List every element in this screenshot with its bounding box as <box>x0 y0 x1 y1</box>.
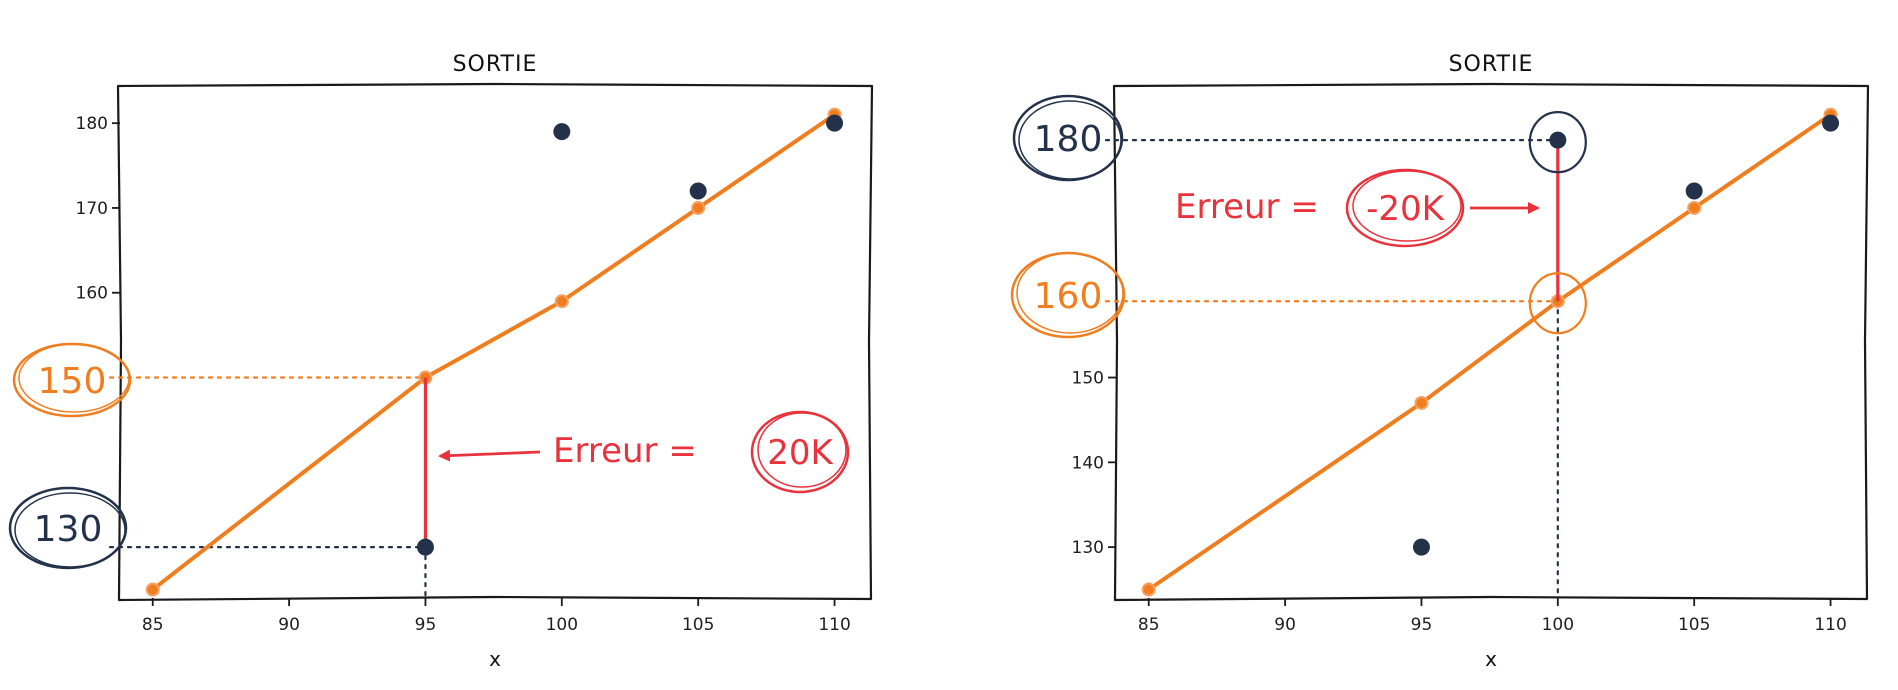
predicted-value-circle-stroke <box>1016 252 1124 334</box>
fit-line <box>1146 112 1833 592</box>
observed-point <box>1412 538 1430 556</box>
y-tick-label: 160 <box>76 284 108 304</box>
x-axis-label: x <box>1485 647 1497 671</box>
y-tick-label: 140 <box>1072 453 1104 473</box>
observed-point <box>1685 182 1703 200</box>
predicted-value-label: 160 <box>1034 276 1103 317</box>
fit-line <box>150 112 837 592</box>
chart-title: SORTIE <box>453 52 538 77</box>
fit-point <box>1141 582 1156 597</box>
observed-value-circle-stroke <box>1018 100 1122 180</box>
error-value-circle-stroke <box>1352 170 1462 242</box>
observed-value-circle <box>1012 94 1124 182</box>
x-tick-label: 100 <box>1542 615 1574 635</box>
error-label: Erreur = <box>553 431 697 471</box>
error-value-circle <box>750 410 850 494</box>
predicted-value-label: 150 <box>38 361 107 402</box>
y-tick-label: 130 <box>1072 538 1104 558</box>
fit-point <box>554 294 569 309</box>
x-tick-label: 85 <box>142 615 164 635</box>
x-tick-label: 100 <box>546 615 578 635</box>
chart-panel-2: SORTIE 85 90 95 100 105 110 x 130 140 150 160 180 Err… <box>1010 52 1870 671</box>
error-value-circle <box>1345 168 1465 248</box>
x-tick-label: 105 <box>1678 615 1710 635</box>
predicted-value-circle-stroke <box>18 343 130 413</box>
error-arrow <box>438 449 541 462</box>
observed-value-circle-stroke <box>14 492 126 568</box>
x-tick-label: 95 <box>415 615 437 635</box>
error-value-circle-stroke <box>757 412 847 488</box>
error-value: 20K <box>767 433 834 473</box>
observed-point <box>689 182 707 200</box>
y-tick-label: 170 <box>76 199 108 219</box>
x-tick-label: 95 <box>1411 615 1433 635</box>
observed-point <box>1822 114 1840 132</box>
observed-point <box>826 114 844 132</box>
predicted-point-highlight <box>1528 272 1587 335</box>
observed-value-label: 180 <box>1034 119 1103 160</box>
observed-point-highlight <box>1528 111 1587 174</box>
observed-value-label: 130 <box>34 509 103 550</box>
x-tick-label: 90 <box>1274 615 1296 635</box>
x-tick-label: 110 <box>818 615 850 635</box>
plot-frame <box>116 82 874 602</box>
observed-value-circle <box>8 486 128 570</box>
y-tick-label: 180 <box>76 114 108 134</box>
error-value: -20K <box>1366 189 1446 229</box>
fit-point <box>1414 395 1429 410</box>
chart-panel-1: SORTIE 85 90 95 100 105 110 x 160 170 180 150 130 Err… <box>8 52 874 671</box>
observed-point <box>1549 131 1567 149</box>
chart-title: SORTIE <box>1449 52 1534 77</box>
error-label: Erreur = <box>1175 187 1319 227</box>
plot-frame <box>1112 82 1870 602</box>
x-tick-label: 105 <box>682 615 714 635</box>
x-tick-label: 90 <box>278 615 300 635</box>
x-tick-label: 110 <box>1814 615 1846 635</box>
observed-point <box>553 123 571 141</box>
y-tick-label: 150 <box>1072 369 1104 389</box>
x-tick-label: 85 <box>1138 615 1160 635</box>
fit-point <box>1687 200 1702 215</box>
fit-point <box>145 582 160 597</box>
fit-point <box>691 200 706 215</box>
observed-point <box>416 538 434 556</box>
x-axis-label: x <box>489 647 501 671</box>
